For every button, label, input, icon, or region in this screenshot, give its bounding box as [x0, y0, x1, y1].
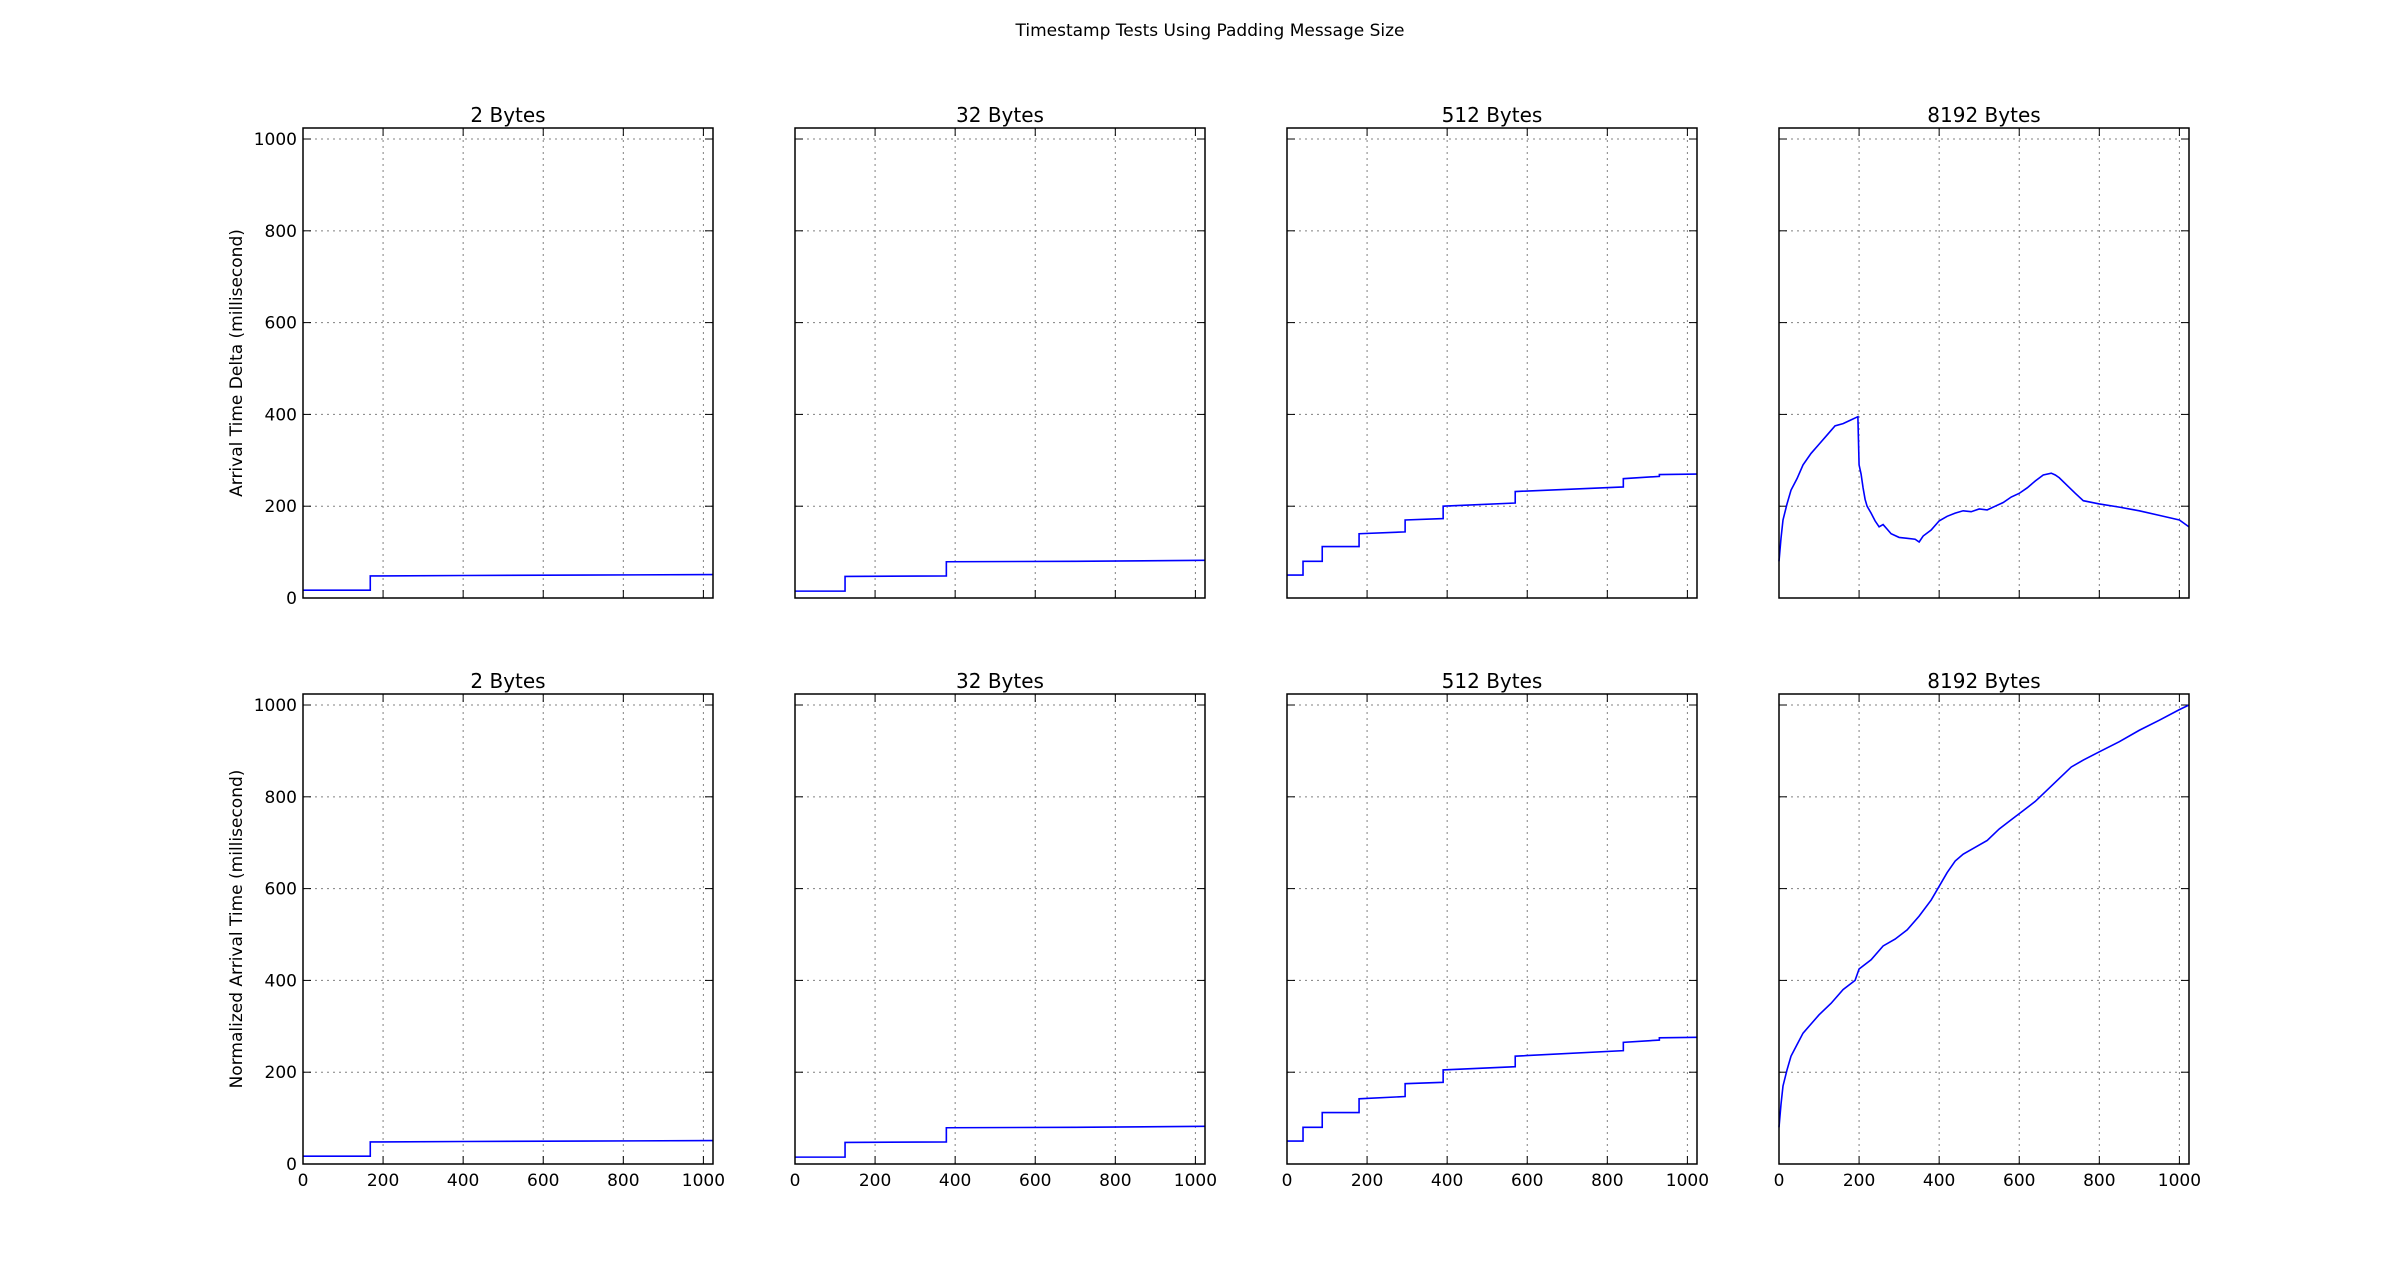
x-tick-label: 200	[367, 1171, 399, 1191]
y-axis-label: Normalized Arrival Time (millisecond)	[227, 770, 247, 1089]
data-series-line	[303, 1139, 714, 1157]
data-series-line	[303, 573, 714, 591]
subplot-8: 8192 Bytes 0 200 400 600 800 1000	[1774, 669, 2201, 1191]
data-series-line	[795, 1125, 1206, 1158]
subplot-title: 32 Bytes	[956, 103, 1044, 127]
subplot-4: 8192 Bytes	[1778, 103, 2190, 599]
plot-frame	[794, 693, 1206, 1165]
plot-frame	[302, 127, 714, 599]
subplot-title: 2 Bytes	[470, 103, 545, 127]
subplot-title: 512 Bytes	[1442, 669, 1543, 693]
y-tick-label: 200	[265, 497, 297, 517]
subplot-grid: 2 Bytes 0 200 400 600 800 1000 Arrival Time Del…	[227, 103, 2201, 1191]
x-tick-label: 0	[1282, 1171, 1293, 1191]
x-tick-label: 0	[1774, 1171, 1785, 1191]
x-tick-label: 0	[298, 1171, 309, 1191]
x-tick-label: 0	[790, 1171, 801, 1191]
x-tick-label: 200	[1351, 1171, 1383, 1191]
subplot-7: 512 Bytes 0 200 400 600 800 1000	[1282, 669, 1709, 1191]
y-tick-label: 0	[286, 589, 297, 609]
x-tick-label: 1000	[1666, 1171, 1709, 1191]
plot-frame	[302, 693, 714, 1165]
x-tick-label: 600	[1511, 1171, 1543, 1191]
x-tick-label: 400	[1431, 1171, 1463, 1191]
subplot-5: 2 Bytes 0 200 400 600 800 1000 0 200 400 600 800 100…	[227, 669, 725, 1191]
y-tick-label: 800	[265, 222, 297, 242]
y-tick-label: 200	[265, 1063, 297, 1083]
plot-frame	[1778, 693, 2190, 1165]
x-tick-label: 200	[859, 1171, 891, 1191]
y-axis-label: Arrival Time Delta (millisecond)	[227, 229, 247, 497]
x-tick-label: 800	[1099, 1171, 1131, 1191]
x-tick-label: 600	[2003, 1171, 2035, 1191]
subplot-1: 2 Bytes 0 200 400 600 800 1000 Arrival Time Del…	[227, 103, 714, 609]
subplot-title: 2 Bytes	[470, 669, 545, 693]
x-tick-label: 1000	[1174, 1171, 1217, 1191]
x-tick-label: 800	[607, 1171, 639, 1191]
data-series-line	[1778, 704, 2190, 1128]
y-tick-label: 0	[286, 1155, 297, 1175]
x-tick-label: 600	[1019, 1171, 1051, 1191]
x-tick-label: 800	[2083, 1171, 2115, 1191]
x-tick-label: 400	[447, 1171, 479, 1191]
subplot-3: 512 Bytes	[1286, 103, 1698, 599]
subplot-title: 32 Bytes	[956, 669, 1044, 693]
x-tick-label: 1000	[682, 1171, 725, 1191]
x-tick-label: 400	[939, 1171, 971, 1191]
data-series-line	[1778, 415, 2190, 562]
subplot-2: 32 Bytes	[794, 103, 1206, 599]
x-tick-label: 600	[527, 1171, 559, 1191]
x-tick-label: 800	[1591, 1171, 1623, 1191]
x-tick-label: 1000	[2158, 1171, 2201, 1191]
subplot-title: 512 Bytes	[1442, 103, 1543, 127]
plot-frame	[794, 127, 1206, 599]
plot-frame	[1286, 693, 1698, 1165]
plot-frame	[1286, 127, 1698, 599]
x-tick-label: 200	[1843, 1171, 1875, 1191]
y-tick-label: 1000	[254, 696, 297, 716]
y-tick-label: 600	[265, 880, 297, 900]
figure-title: Timestamp Tests Using Padding Message Si…	[1014, 21, 1404, 41]
y-tick-label: 400	[265, 405, 297, 425]
y-tick-label: 800	[265, 788, 297, 808]
subplot-title: 8192 Bytes	[1927, 669, 2040, 693]
plot-frame	[1778, 127, 2190, 599]
subplot-title: 8192 Bytes	[1927, 103, 2040, 127]
subplot-6: 32 Bytes 0 200 400 600 800 1000	[790, 669, 1217, 1191]
y-tick-label: 400	[265, 971, 297, 991]
y-tick-label: 600	[265, 314, 297, 334]
x-tick-label: 400	[1923, 1171, 1955, 1191]
data-series-line	[1287, 473, 1698, 576]
data-series-line	[795, 559, 1206, 592]
y-tick-label: 1000	[254, 130, 297, 150]
data-series-line	[1287, 1036, 1698, 1142]
